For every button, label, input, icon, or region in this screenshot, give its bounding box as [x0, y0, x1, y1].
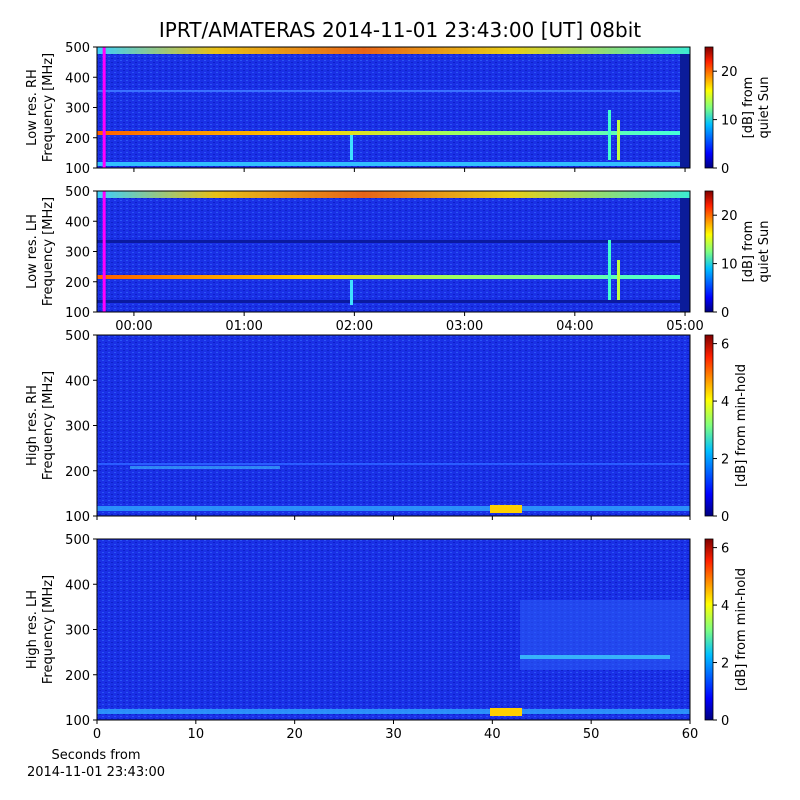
y-tick-label: 100	[65, 510, 90, 525]
x-tick-label: 0	[93, 727, 101, 742]
y-label: Low res. LH	[25, 214, 40, 289]
colorbar-tick-label: 0	[721, 714, 729, 729]
colorbar-label: [dB] from min-hold	[734, 568, 749, 691]
y-tick-label: 500	[65, 533, 90, 548]
y-label: Frequency [MHz]	[41, 575, 56, 684]
y-tick-label: 100	[65, 162, 90, 177]
colorbar	[704, 190, 714, 313]
y-tick-label: 500	[65, 185, 90, 200]
y-label: High res. LH	[25, 590, 40, 669]
x-tick-label: 20	[286, 727, 303, 742]
x-tick-label: 02:00	[336, 319, 373, 334]
y-tick-label: 400	[65, 71, 90, 86]
y-tick-label: 300	[65, 102, 90, 117]
colorbar-tick-label: 20	[721, 209, 738, 224]
colorbar-label: [dB] from min-hold	[734, 364, 749, 487]
colorbar-tick-label: 20	[721, 65, 738, 80]
colorbar-label: quiet Sun	[757, 76, 772, 138]
y-label: High res. RH	[25, 385, 40, 466]
colorbar	[704, 46, 714, 169]
x-tick-label: 60	[682, 727, 699, 742]
y-tick-label: 100	[65, 714, 90, 729]
colorbar-label: [dB] from	[741, 77, 756, 139]
y-label: Frequency [MHz]	[41, 371, 56, 480]
x-tick-label: 50	[583, 727, 600, 742]
x-tick-label: 10	[188, 727, 205, 742]
colorbar-tick-label: 4	[721, 395, 729, 410]
colorbar-tick-label: 0	[721, 162, 729, 177]
y-tick-label: 400	[65, 215, 90, 230]
y-tick-label: 300	[65, 246, 90, 261]
colorbar	[704, 334, 714, 517]
colorbar-tick-label: 6	[721, 542, 729, 557]
y-tick-label: 200	[65, 276, 90, 291]
colorbar-tick-label: 10	[721, 258, 738, 273]
y-tick-label: 300	[65, 420, 90, 435]
colorbar-tick-label: 10	[721, 114, 738, 129]
y-tick-label: 200	[65, 132, 90, 147]
colorbar-label: [dB] from	[741, 221, 756, 283]
y-tick-label: 500	[65, 41, 90, 56]
x-label: Seconds from	[51, 748, 140, 763]
y-label: Frequency [MHz]	[41, 197, 56, 306]
x-tick-label: 01:00	[225, 319, 262, 334]
colorbar-tick-label: 2	[721, 657, 729, 672]
colorbar-tick-label: 4	[721, 599, 729, 614]
x-tick-label: 04:00	[556, 319, 593, 334]
colorbar-tick-label: 6	[721, 338, 729, 353]
title: IPRT/AMATERAS 2014-11-01 23:43:00 [UT] 0…	[159, 18, 641, 42]
y-label: Frequency [MHz]	[41, 53, 56, 162]
colorbar-label: quiet Sun	[757, 220, 772, 282]
y-tick-label: 400	[65, 374, 90, 389]
x-label: 2014-11-01 23:43:00	[27, 765, 165, 780]
decor	[97, 47, 690, 720]
x-tick-label: 05:00	[666, 319, 703, 334]
y-tick-label: 100	[65, 306, 90, 321]
y-tick-label: 200	[65, 669, 90, 684]
x-tick-label: 00:00	[115, 319, 152, 334]
x-tick-label: 03:00	[446, 319, 483, 334]
y-tick-label: 300	[65, 624, 90, 639]
colorbar	[704, 538, 714, 721]
y-tick-label: 400	[65, 578, 90, 593]
y-label: Low res. RH	[25, 69, 40, 146]
x-tick-label: 30	[385, 727, 402, 742]
colorbar-tick-label: 2	[721, 453, 729, 468]
y-tick-label: 200	[65, 465, 90, 480]
colorbar-tick-label: 0	[721, 510, 729, 525]
y-tick-label: 500	[65, 329, 90, 344]
x-tick-label: 40	[484, 727, 501, 742]
colorbar-tick-label: 0	[721, 306, 729, 321]
